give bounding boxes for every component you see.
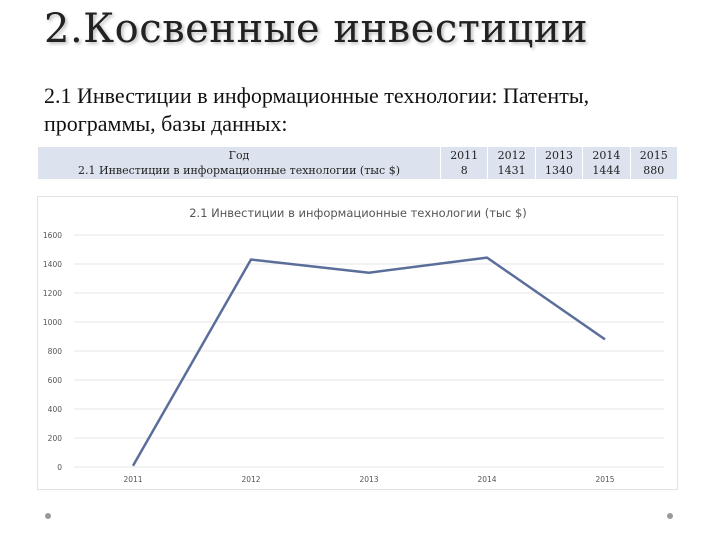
y-tick-label: 800 — [48, 347, 63, 356]
table-row-label: 2.1 Инвестиции в информационные технолог… — [78, 164, 400, 177]
y-tick-label: 0 — [57, 463, 62, 472]
line-chart: 2.1 Инвестиции в информационные технолог… — [37, 196, 678, 490]
decorative-dot-right — [667, 513, 673, 519]
value-label: 1340 — [544, 164, 573, 177]
y-tick-label: 600 — [48, 376, 63, 385]
y-tick-label: 1000 — [43, 318, 62, 327]
series-layer — [131, 256, 606, 467]
y-axis: 0 200 400 600 800 1000 1200 1400 1600 — [43, 231, 62, 472]
value-label: 880 — [643, 164, 665, 177]
year-cell-2013: 2013 1340 — [534, 146, 584, 180]
year-cell-2015: 2015 880 — [629, 146, 679, 180]
decorative-dot-left — [45, 513, 51, 519]
series-line — [131, 256, 606, 467]
year-cell-2012: 2012 1431 — [487, 146, 536, 180]
grid-layer — [74, 234, 664, 468]
x-tick-label: 2013 — [359, 475, 378, 484]
year-label: 2015 — [639, 149, 668, 162]
slide-subtitle: 2.1 Инвестиции в информационные технолог… — [44, 83, 590, 136]
chart-title: 2.1 Инвестиции в информационные технолог… — [189, 206, 527, 220]
year-label: 2012 — [497, 149, 526, 162]
x-tick-label: 2012 — [241, 475, 260, 484]
table-header-label: Год — [228, 149, 250, 162]
table-row: Год 2.1 Инвестиции в информационные техн… — [37, 146, 679, 180]
chart-svg: 2.1 Инвестиции в информационные технолог… — [43, 206, 664, 484]
x-tick-label: 2011 — [123, 475, 142, 484]
year-cell-2014: 2014 1444 — [582, 146, 631, 180]
x-axis: 2011 2012 2013 2014 2015 — [123, 475, 614, 484]
year-label: 2013 — [544, 149, 573, 162]
year-label: 2014 — [592, 149, 621, 162]
year-cell-2011: 2011 8 — [439, 146, 489, 180]
value-label: 1444 — [592, 164, 621, 177]
x-tick-label: 2014 — [477, 475, 496, 484]
data-table: Год 2.1 Инвестиции в информационные техн… — [37, 146, 679, 180]
y-tick-label: 1200 — [43, 289, 62, 298]
x-tick-label: 2015 — [595, 475, 614, 484]
slide-title: 2.Косвенные инвестиции — [44, 6, 589, 52]
y-tick-label: 1400 — [43, 260, 62, 269]
value-label: 8 — [460, 164, 468, 177]
year-label: 2011 — [450, 149, 479, 162]
y-tick-label: 400 — [48, 405, 63, 414]
value-label: 1431 — [497, 164, 526, 177]
y-tick-label: 1600 — [43, 231, 62, 240]
y-tick-label: 200 — [48, 434, 63, 443]
row-labels-cell: Год 2.1 Инвестиции в информационные техн… — [37, 146, 441, 180]
